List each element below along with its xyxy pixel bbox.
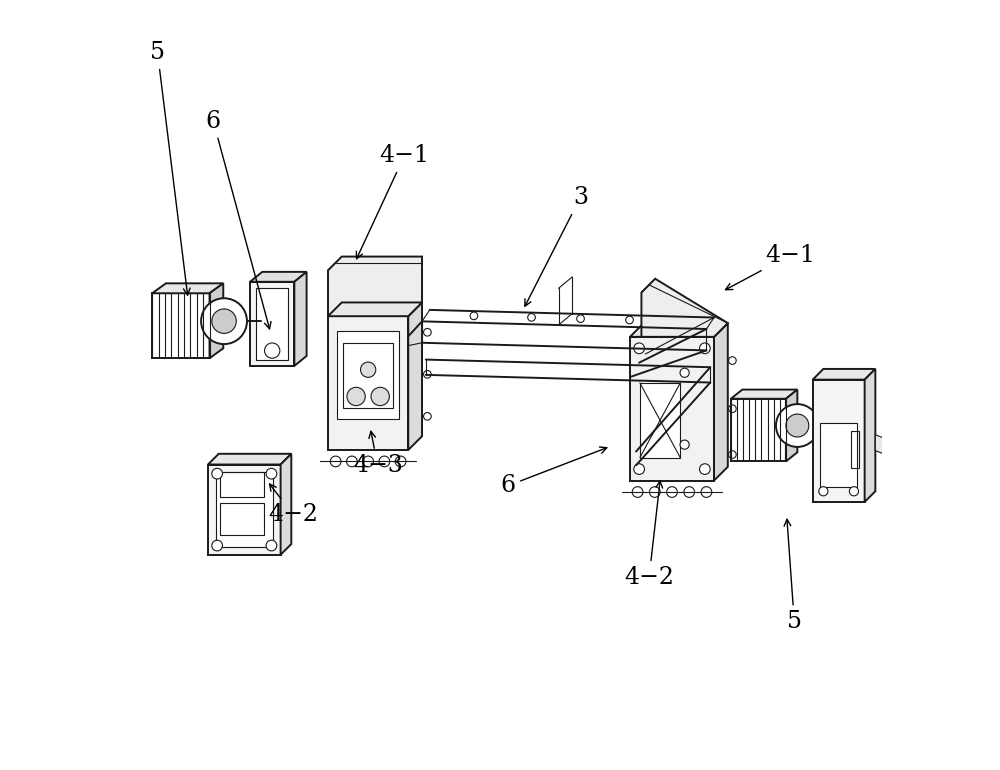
Polygon shape [408, 303, 422, 450]
Polygon shape [210, 283, 223, 358]
Polygon shape [731, 390, 797, 399]
Bar [208, 464, 281, 554]
Circle shape [212, 309, 236, 333]
Circle shape [680, 440, 689, 449]
Bar [731, 399, 786, 461]
Bar [256, 288, 288, 360]
Circle shape [634, 343, 644, 353]
Bar [630, 336, 714, 480]
Bar [820, 423, 857, 487]
Circle shape [347, 387, 365, 406]
Circle shape [700, 343, 710, 353]
Circle shape [634, 464, 644, 474]
Circle shape [786, 414, 809, 437]
Bar [250, 282, 294, 366]
Circle shape [360, 362, 376, 377]
Circle shape [632, 487, 643, 497]
Text: 6: 6 [206, 110, 271, 329]
Polygon shape [875, 435, 891, 457]
Circle shape [212, 468, 223, 479]
Polygon shape [328, 303, 422, 316]
Circle shape [266, 541, 277, 551]
Circle shape [776, 404, 819, 447]
Bar [328, 316, 408, 450]
Bar [813, 380, 865, 502]
Circle shape [212, 541, 223, 551]
Polygon shape [714, 323, 728, 480]
Circle shape [395, 456, 406, 467]
Circle shape [729, 357, 736, 364]
Text: 5: 5 [150, 41, 190, 295]
Circle shape [330, 456, 341, 467]
Circle shape [470, 312, 478, 320]
Text: 4−3: 4−3 [353, 431, 403, 477]
Circle shape [363, 456, 373, 467]
Circle shape [649, 487, 660, 497]
Circle shape [849, 487, 859, 496]
Text: 4−2: 4−2 [269, 484, 319, 527]
Circle shape [266, 468, 277, 479]
Bar [220, 504, 264, 535]
Polygon shape [208, 454, 291, 464]
Circle shape [424, 329, 431, 336]
Polygon shape [786, 390, 797, 461]
Bar [640, 383, 680, 457]
Circle shape [424, 413, 431, 420]
Circle shape [577, 315, 584, 323]
Polygon shape [328, 256, 422, 316]
Circle shape [684, 487, 695, 497]
Bar [343, 343, 393, 408]
Circle shape [379, 456, 390, 467]
Text: 6: 6 [500, 447, 607, 497]
Text: 4−2: 4−2 [624, 481, 674, 589]
Text: 4−1: 4−1 [356, 144, 429, 259]
Circle shape [201, 298, 247, 344]
Polygon shape [152, 283, 223, 293]
Polygon shape [813, 369, 875, 380]
Circle shape [265, 343, 280, 358]
Polygon shape [294, 272, 307, 366]
Circle shape [819, 487, 828, 496]
Circle shape [701, 487, 712, 497]
Polygon shape [250, 272, 307, 282]
Circle shape [729, 405, 736, 413]
Polygon shape [630, 323, 728, 336]
Circle shape [371, 387, 389, 406]
Bar [216, 472, 273, 547]
Circle shape [347, 456, 357, 467]
Circle shape [626, 316, 633, 324]
Bar [220, 472, 264, 497]
Circle shape [700, 464, 710, 474]
Bar [337, 332, 399, 420]
Bar [152, 293, 210, 358]
Polygon shape [865, 369, 875, 502]
Text: 4−1: 4−1 [726, 243, 815, 290]
Polygon shape [641, 279, 728, 336]
Circle shape [729, 450, 736, 458]
Text: 3: 3 [525, 186, 588, 306]
Circle shape [424, 370, 431, 378]
Circle shape [528, 313, 535, 321]
Polygon shape [281, 454, 291, 554]
Circle shape [680, 368, 689, 377]
Circle shape [672, 317, 679, 325]
Text: 5: 5 [784, 519, 802, 634]
Bar [851, 431, 859, 467]
Circle shape [667, 487, 677, 497]
